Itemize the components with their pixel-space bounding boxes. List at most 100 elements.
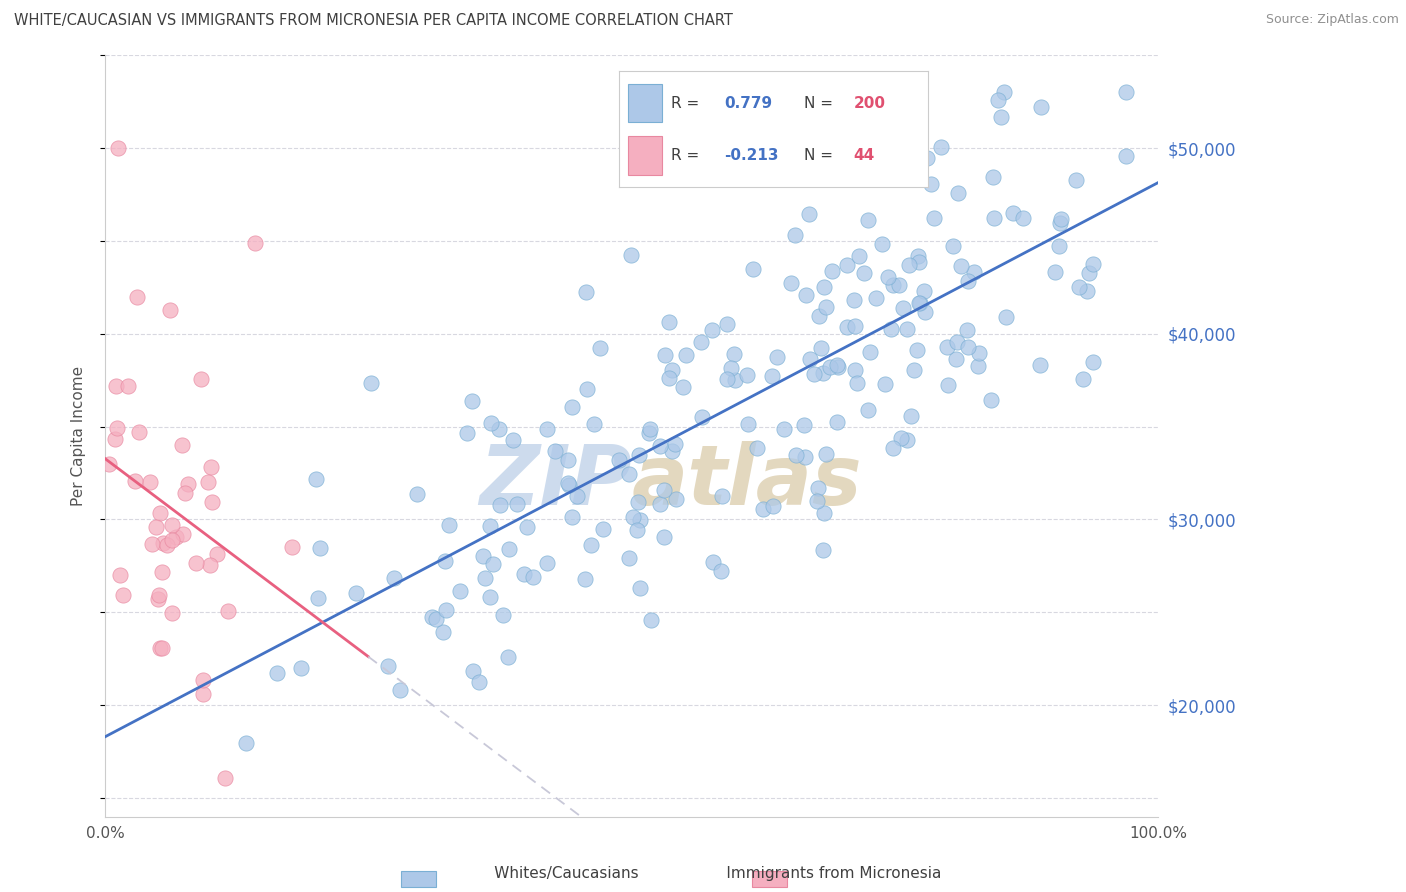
Point — [799, 207, 821, 221]
Text: Whites/Caucasians                  Immigrants from Micronesia: Whites/Caucasians Immigrants from Micron… — [465, 866, 941, 881]
Point — [882, 278, 904, 293]
Point — [848, 249, 870, 263]
Point — [190, 371, 212, 385]
Point — [104, 432, 127, 446]
Point — [1047, 239, 1070, 253]
Point — [896, 433, 918, 447]
Point — [880, 322, 903, 336]
Point — [160, 606, 183, 620]
Point — [898, 258, 921, 272]
Point — [772, 422, 794, 436]
Point — [558, 477, 581, 491]
Point — [479, 518, 502, 533]
Point — [907, 249, 929, 263]
Point — [565, 490, 588, 504]
Point — [806, 493, 828, 508]
Point — [488, 422, 510, 436]
Point — [360, 376, 382, 391]
Point — [821, 264, 844, 278]
Point — [583, 417, 606, 431]
Point — [912, 284, 935, 298]
Point — [479, 591, 502, 605]
Point — [138, 475, 160, 490]
Point — [498, 542, 520, 557]
Point — [723, 346, 745, 360]
Point — [914, 305, 936, 319]
Point — [557, 453, 579, 467]
Point — [990, 110, 1012, 124]
Point — [807, 482, 830, 496]
Point — [146, 591, 169, 606]
Point — [793, 417, 815, 432]
Point — [814, 447, 837, 461]
Point — [105, 420, 128, 434]
Point — [344, 586, 367, 600]
Point — [737, 417, 759, 431]
Text: -0.213: -0.213 — [724, 148, 779, 163]
Point — [652, 530, 675, 544]
Point — [785, 448, 807, 462]
Point — [761, 369, 783, 384]
Point — [813, 506, 835, 520]
Point — [803, 368, 825, 382]
Text: 0.779: 0.779 — [724, 95, 772, 111]
Point — [174, 486, 197, 500]
Point — [127, 290, 149, 304]
Point — [762, 499, 785, 513]
Point — [808, 310, 831, 324]
Point — [810, 341, 832, 355]
Point — [159, 303, 181, 318]
Point — [716, 372, 738, 386]
Point — [290, 661, 312, 675]
Point — [942, 239, 965, 253]
Text: Source: ZipAtlas.com: Source: ZipAtlas.com — [1265, 13, 1399, 27]
Point — [844, 318, 866, 333]
Point — [652, 483, 675, 498]
Point — [853, 266, 876, 280]
Point — [920, 178, 942, 192]
Point — [149, 640, 172, 655]
Point — [799, 351, 821, 366]
Point — [561, 509, 583, 524]
Point — [108, 568, 131, 582]
Point — [946, 335, 969, 350]
Point — [506, 497, 529, 511]
Point — [844, 362, 866, 376]
Point — [814, 300, 837, 314]
Point — [141, 537, 163, 551]
Point — [461, 664, 484, 678]
Point — [640, 422, 662, 436]
Point — [936, 377, 959, 392]
Text: ZIP: ZIP — [479, 441, 631, 522]
Point — [825, 358, 848, 372]
Point — [658, 315, 681, 329]
Point — [561, 401, 583, 415]
Point — [172, 527, 194, 541]
Point — [1029, 100, 1052, 114]
Point — [818, 360, 841, 375]
Point — [872, 237, 894, 252]
Point — [956, 274, 979, 288]
Point — [844, 293, 866, 308]
Point — [617, 550, 640, 565]
Point — [905, 343, 928, 357]
Point — [575, 285, 598, 300]
Point — [1073, 372, 1095, 386]
Point — [432, 625, 454, 640]
Point — [156, 538, 179, 552]
Point — [305, 472, 328, 486]
Point — [512, 566, 534, 581]
Point — [908, 296, 931, 310]
Point — [557, 476, 579, 491]
Point — [627, 495, 650, 509]
Point — [200, 460, 222, 475]
Point — [619, 467, 641, 481]
Point — [281, 541, 304, 555]
Y-axis label: Per Capita Income: Per Capita Income — [72, 366, 86, 506]
Text: atlas: atlas — [631, 441, 862, 522]
Point — [406, 487, 429, 501]
Point — [145, 520, 167, 534]
Point — [1078, 266, 1101, 280]
Point — [835, 319, 858, 334]
Point — [710, 564, 733, 578]
